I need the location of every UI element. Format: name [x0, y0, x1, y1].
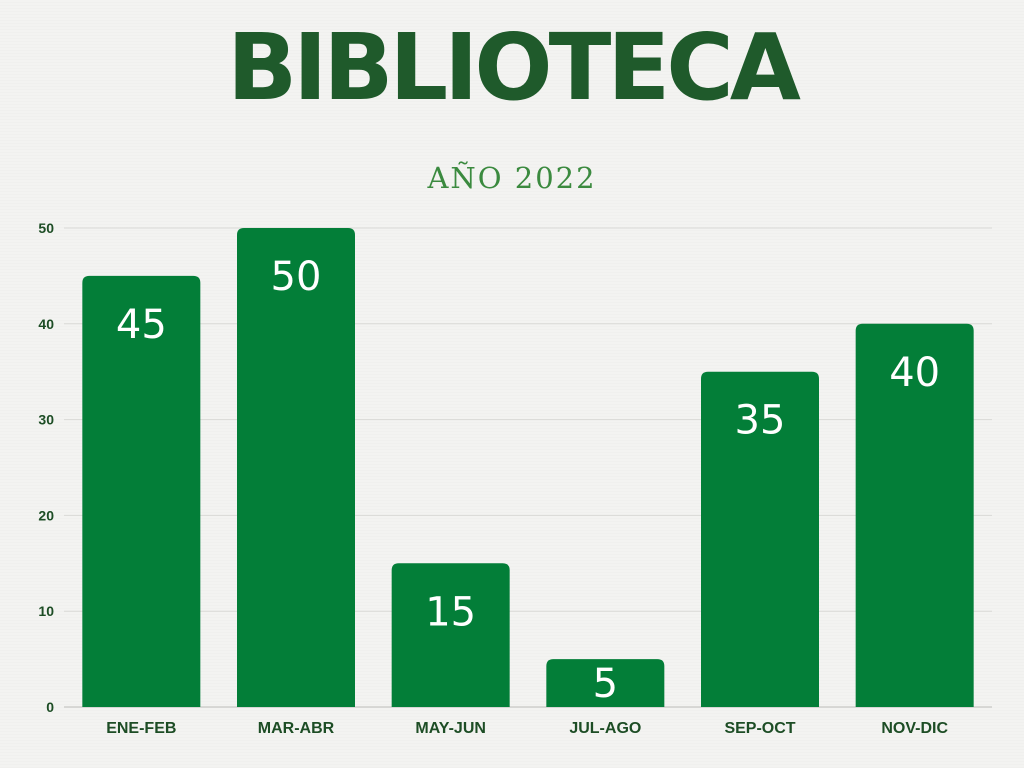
x-tick-label: SEP-OCT: [724, 720, 795, 737]
bar-jul-ago: [546, 659, 665, 707]
chart-title: BIBLIOTECA: [227, 14, 801, 121]
bar-sep-oct: [701, 371, 819, 707]
y-tick-label: 10: [38, 603, 54, 619]
x-tick-label: MAR-ABR: [258, 720, 335, 737]
bar-ene-feb: [82, 275, 201, 707]
bar-nov-dic: [855, 323, 974, 707]
y-tick-label: 40: [38, 316, 54, 332]
bar-may-jun: [391, 563, 510, 707]
data-label: 35: [735, 398, 786, 444]
y-tick-label: 20: [38, 507, 54, 523]
x-tick-label: JUL-AGO: [569, 720, 641, 737]
x-tick-label: NOV-DIC: [881, 720, 948, 737]
y-tick-label: 0: [46, 699, 54, 715]
data-label: 50: [271, 254, 322, 300]
chart-subtitle: AÑO 2022: [427, 161, 597, 195]
y-tick-label: 30: [38, 412, 54, 428]
y-tick-label: 50: [38, 220, 54, 236]
x-tick-label: ENE-FEB: [106, 720, 176, 737]
data-label: 40: [889, 350, 940, 396]
x-tick-label: MAY-JUN: [415, 720, 486, 737]
data-label: 45: [116, 302, 167, 348]
data-label: 5: [593, 661, 618, 707]
data-label: 15: [425, 589, 476, 635]
bar-mar-abr: [237, 228, 355, 707]
